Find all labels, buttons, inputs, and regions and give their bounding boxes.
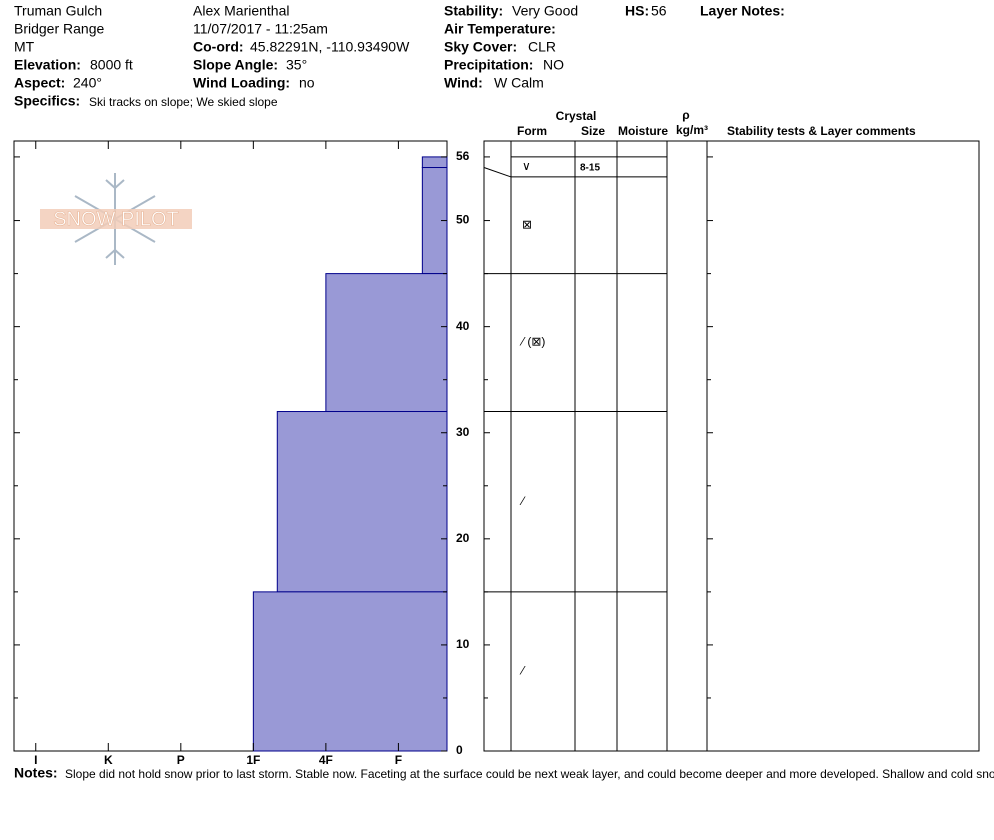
datetime: 11/07/2017 - 11:25am (193, 21, 328, 37)
hardness-bar (421, 156, 448, 169)
field-label: Co-ord: (193, 39, 244, 55)
logo-text: SNOW PILOT (53, 208, 179, 230)
field-value: 56 (651, 3, 667, 19)
y-tick-label: 56 (456, 149, 470, 163)
crystal-form: ⁄ (519, 494, 526, 508)
notes-label: Notes: (14, 765, 58, 781)
y-tick-label: 50 (456, 213, 470, 227)
field-value: NO (543, 57, 564, 73)
table-frame (483, 140, 980, 752)
field-label: Precipitation: (444, 57, 533, 73)
location: Truman Gulch (14, 3, 102, 19)
column-header: Form (517, 124, 547, 138)
hardness-bar (252, 591, 448, 752)
x-tick-label: K (104, 753, 113, 767)
field-label: Elevation: (14, 57, 81, 73)
crystal-form: ⁄ (519, 664, 526, 678)
y-tick-label: 0 (456, 743, 463, 757)
column-header: Size (581, 124, 605, 138)
crystal-size: 8-15 (580, 163, 600, 174)
field-value: CLR (528, 39, 556, 55)
field-label: Layer Notes: (700, 3, 785, 19)
crystal-form: ∨ (522, 159, 531, 173)
x-tick-label: F (395, 753, 402, 767)
field-value: 45.82291N, -110.93490W (250, 39, 410, 55)
x-tick-label: 4F (319, 753, 333, 767)
field-label: Specifics: (14, 93, 80, 109)
field-value: 35° (286, 57, 307, 73)
field-value: 8000 ft (90, 57, 133, 73)
x-tick-label: 1F (246, 753, 260, 767)
field-label: Aspect: (14, 75, 65, 91)
field-value: W Calm (494, 75, 544, 91)
crystal-form: ⊠ (522, 217, 532, 231)
y-tick-label: 20 (456, 531, 470, 545)
field-value: no (299, 75, 315, 91)
column-header: Moisture (618, 124, 668, 138)
hardness-bar (325, 273, 448, 413)
field-value: 240° (73, 75, 102, 91)
field-value: Very Good (512, 3, 578, 19)
field-label: Air Temperature: (444, 21, 556, 37)
table-columns (510, 141, 708, 751)
y-tick-label: 40 (456, 319, 470, 333)
y-tick-label: 30 (456, 425, 470, 439)
crystal-form: ⁄ (⊠) (519, 335, 545, 349)
x-tick-label: I (34, 753, 37, 767)
range: Bridger Range (14, 21, 104, 37)
field-label: Sky Cover: (444, 39, 517, 55)
field-label: Wind: (444, 75, 483, 91)
field-label: HS: (625, 3, 649, 19)
layer-connector (483, 167, 512, 178)
column-header: Crystal (556, 109, 597, 123)
column-header: kg/m³ (676, 123, 708, 137)
observer: Alex Marienthal (193, 3, 290, 19)
field-value: Ski tracks on slope; We skied slope (89, 95, 278, 109)
notes-text: Slope did not hold snow prior to last st… (65, 767, 994, 781)
x-tick-label: P (177, 753, 185, 767)
field-label: Wind Loading: (193, 75, 290, 91)
logo-band (40, 209, 192, 229)
y-tick-label: 10 (456, 637, 470, 651)
state: MT (14, 39, 35, 55)
column-header: ρ (682, 108, 689, 122)
column-header: Stability tests & Layer comments (727, 124, 916, 138)
field-label: Stability: (444, 3, 503, 19)
field-label: Slope Angle: (193, 57, 278, 73)
hardness-bar (276, 411, 448, 593)
